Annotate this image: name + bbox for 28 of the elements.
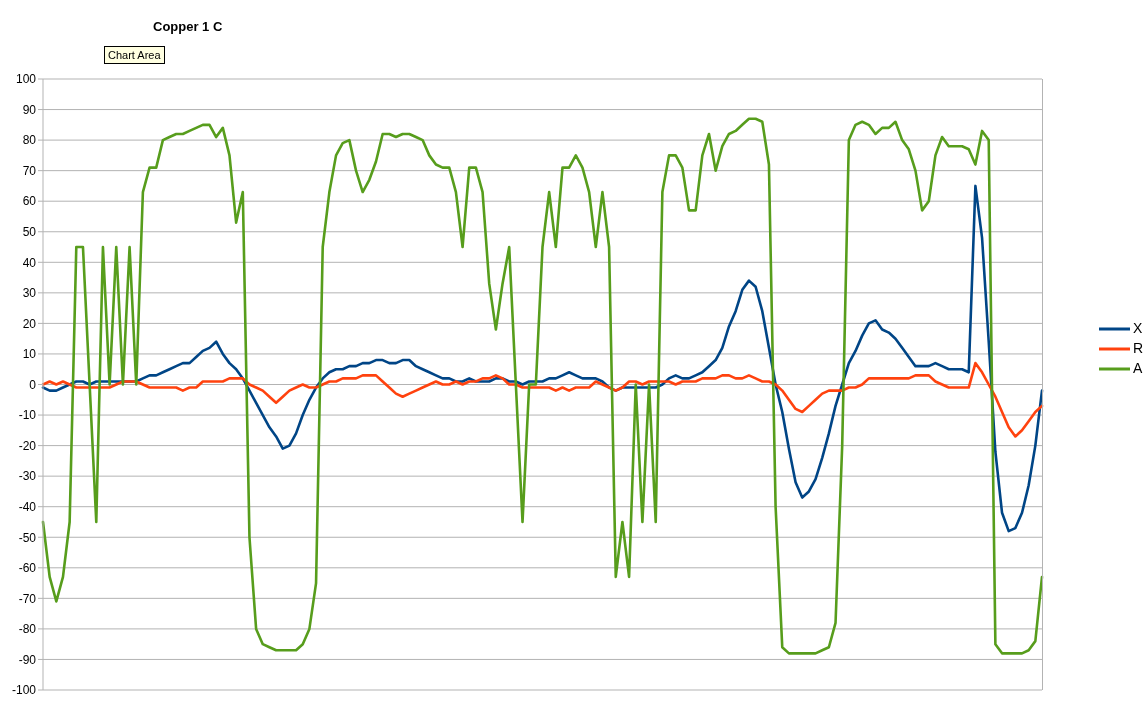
y-tick-label: 60 xyxy=(22,194,37,209)
y-tick-label: -50 xyxy=(18,530,37,545)
y-tick-label: -90 xyxy=(18,652,37,667)
legend-label: X xyxy=(1133,320,1143,337)
y-tick-label: 10 xyxy=(22,347,37,362)
legend-label: R xyxy=(1133,340,1144,357)
tooltip-box: Chart Area xyxy=(104,46,165,64)
y-tick-label: 90 xyxy=(22,102,37,117)
y-tick-label: -10 xyxy=(18,408,37,423)
y-tick-label: 0 xyxy=(29,377,37,392)
y-tick-label: 40 xyxy=(22,255,37,270)
line-series xyxy=(41,361,1044,438)
y-tick-label: -30 xyxy=(18,469,37,484)
y-tick-label: 50 xyxy=(22,225,37,240)
y-tick-label: -100 xyxy=(11,683,37,698)
chart-title: Copper 1 C xyxy=(153,19,223,34)
y-tick-label: 20 xyxy=(22,316,37,331)
legend-label: A xyxy=(1133,360,1143,377)
y-tick-label: -80 xyxy=(18,622,37,637)
y-tick-label: -60 xyxy=(18,561,37,576)
y-tick-label: 30 xyxy=(22,286,37,301)
y-tick-label: 80 xyxy=(22,133,37,148)
y-tick-label: -70 xyxy=(18,591,37,606)
y-tick-label: 100 xyxy=(15,72,37,87)
line-series xyxy=(41,117,1044,655)
y-tick-label: 70 xyxy=(22,163,37,178)
y-tick-label: -40 xyxy=(18,499,37,514)
y-tick-label: -20 xyxy=(18,438,37,453)
